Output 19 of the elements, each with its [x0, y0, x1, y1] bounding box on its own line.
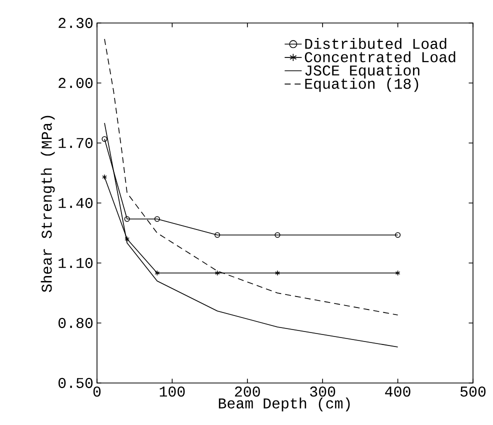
y-tick-label: 1.70: [58, 138, 93, 148]
y-axis-title: Shear Strength (MPa): [40, 116, 55, 292]
y-tick-label: 2.00: [58, 78, 93, 88]
y-tick-label: 1.10: [58, 258, 93, 268]
legend-label: Equation (18): [305, 78, 418, 92]
y-tick-label: 1.40: [58, 198, 93, 208]
legend-label: Distributed Load: [305, 38, 446, 49]
x-tick-label: 400: [385, 386, 410, 397]
y-tick-label: 2.30: [58, 18, 93, 28]
legend-label: Concentrated Load: [304, 51, 456, 62]
x-tick-label: 100: [160, 386, 185, 397]
x-axis-title: Beam Depth (cm): [218, 398, 350, 412]
y-tick-label: 0.80: [58, 318, 93, 328]
y-tick-label: 0.50: [58, 378, 93, 388]
x-tick-label: 200: [234, 386, 260, 397]
legend-label: JSCE Equation: [305, 64, 420, 79]
x-tick-label: 500: [460, 386, 486, 397]
x-tick-label: 0: [93, 386, 101, 397]
x-tick-label: 300: [310, 386, 336, 397]
